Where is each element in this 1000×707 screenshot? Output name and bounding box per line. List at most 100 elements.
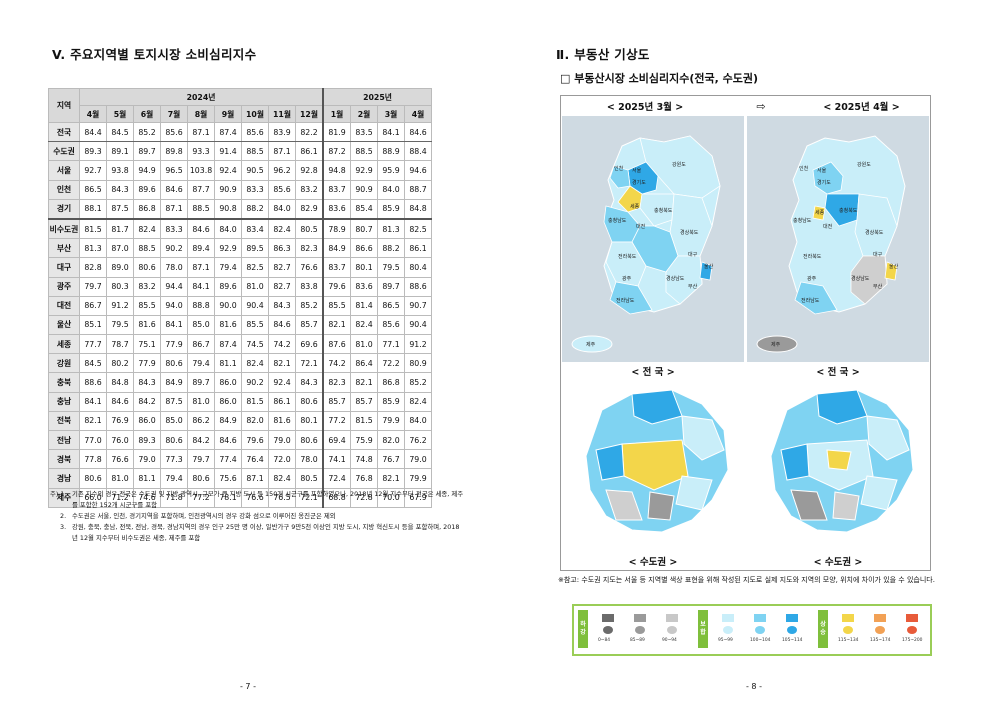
legend-range: 115~134 — [838, 638, 859, 643]
value-cell: 79.0 — [133, 449, 161, 470]
value-cell: 81.5 — [79, 218, 107, 240]
note-text: 기존 지수의 경우 전국은 수도권 및 지방 광역시, 규모가 큰 지방 도시 … — [72, 490, 464, 509]
value-cell: 82.4 — [350, 314, 378, 336]
note-item: 2. 수도권은 서울, 인천, 경기지역을 포함하며, 인천광역시의 경우 강화 … — [50, 511, 465, 522]
region-cell: 경남 — [48, 468, 80, 489]
legend-swatch — [666, 614, 678, 622]
value-cell: 77.4 — [214, 449, 242, 470]
value-cell: 86.7 — [187, 334, 215, 355]
value-cell: 77.1 — [377, 334, 405, 355]
legend-swatch — [842, 614, 854, 622]
svg-text:경상북도: 경상북도 — [865, 229, 884, 236]
value-cell: 82.4 — [268, 468, 296, 489]
value-cell: 85.4 — [350, 198, 378, 220]
region-cell: 세종 — [48, 334, 80, 355]
region-cell: 서울 — [48, 160, 80, 181]
value-cell: 82.0 — [241, 410, 269, 432]
value-cell: 82.1 — [377, 468, 405, 489]
value-cell: 84.2 — [187, 429, 215, 451]
month-header: 4월 — [79, 105, 107, 123]
value-cell: 87.4 — [214, 334, 242, 355]
value-cell: 82.4 — [268, 218, 296, 240]
value-cell: 84.2 — [133, 391, 161, 412]
value-cell: 88.5 — [133, 238, 161, 259]
svg-text:강원도: 강원도 — [857, 161, 871, 168]
consumer-sentiment-table: 지역 2024년 2025년 4월 5월 6월 7월 8월 9월 10월 11월 12월 1월 2월 3월 4… — [48, 88, 432, 508]
value-cell: 89.5 — [241, 238, 269, 259]
value-cell: 86.8 — [377, 372, 405, 393]
value-cell: 84.9 — [214, 410, 242, 432]
legend-weather-icon — [635, 626, 645, 634]
svg-text:경상남도: 경상남도 — [666, 275, 685, 282]
value-cell: 84.3 — [295, 372, 324, 393]
legend-range: 95~99 — [718, 638, 733, 643]
value-cell: 79.4 — [187, 353, 215, 374]
weather-map-box: < 2025년 3월 > ⇨ < 2025년 4월 > 인천 서 — [560, 95, 931, 571]
note-key: 주) 1. — [50, 490, 67, 498]
value-cell: 89.7 — [133, 141, 161, 162]
legend-swatch — [602, 614, 614, 622]
svg-text:세종: 세종 — [815, 209, 825, 216]
svg-text:광주: 광주 — [622, 275, 632, 282]
value-cell: 84.1 — [79, 391, 107, 412]
svg-text:인천: 인천 — [614, 165, 624, 172]
table-row: 전북 82.1 76.9 86.0 85.0 86.2 84.9 82.0 81.6 80.1 77… — [48, 410, 432, 432]
value-cell: 86.5 — [79, 179, 107, 200]
value-cell: 84.6 — [268, 314, 296, 336]
svg-text:대구: 대구 — [688, 251, 698, 258]
value-cell: 92.4 — [268, 372, 296, 393]
value-cell: 87.1 — [160, 198, 188, 220]
value-cell: 81.0 — [106, 468, 134, 489]
value-cell: 84.1 — [187, 276, 215, 297]
legend-range: 85~89 — [630, 638, 645, 643]
svg-text:세종: 세종 — [630, 203, 640, 210]
value-cell: 84.3 — [106, 179, 134, 200]
legend-weather-icon — [723, 626, 733, 634]
value-cell: 67.9 — [404, 487, 432, 508]
value-cell: 82.1 — [322, 314, 351, 336]
value-cell: 84.6 — [160, 179, 188, 200]
value-cell: 87.5 — [106, 198, 134, 220]
value-cell: 85.0 — [160, 410, 188, 432]
value-cell: 85.2 — [404, 372, 432, 393]
svg-text:충청북도: 충청북도 — [839, 207, 858, 214]
value-cell: 83.2 — [133, 276, 161, 297]
svg-text:경기도: 경기도 — [817, 179, 831, 186]
note-key: 3. — [60, 523, 67, 531]
value-cell: 79.7 — [187, 449, 215, 470]
legend-weather-icon — [875, 626, 885, 634]
month-header: 3월 — [377, 105, 405, 123]
value-cell: 86.7 — [79, 295, 107, 316]
value-cell: 83.2 — [295, 179, 324, 200]
table-corner-header: 지역 — [48, 88, 80, 123]
value-cell: 91.4 — [214, 141, 242, 162]
region-cell: 전국 — [48, 121, 80, 143]
value-cell: 81.6 — [133, 314, 161, 336]
region-cell: 비수도권 — [48, 218, 80, 240]
table-row: 대구 82.8 89.0 80.6 78.0 87.1 79.4 82.5 82.7 76.6 83… — [48, 257, 432, 278]
value-cell: 84.9 — [322, 238, 351, 259]
value-cell: 88.2 — [377, 238, 405, 259]
value-cell: 92.7 — [79, 160, 107, 181]
value-cell: 81.5 — [241, 391, 269, 412]
map-header-april: < 2025년 4월 > — [823, 102, 900, 113]
value-cell: 81.3 — [377, 218, 405, 240]
value-cell: 94.0 — [160, 295, 188, 316]
value-cell: 86.0 — [214, 391, 242, 412]
value-cell: 85.9 — [377, 391, 405, 412]
value-cell: 81.6 — [214, 314, 242, 336]
value-cell: 93.3 — [187, 141, 215, 162]
month-header: 10월 — [241, 105, 269, 123]
svg-text:전라북도: 전라북도 — [618, 253, 637, 260]
value-cell: 81.9 — [322, 121, 351, 143]
value-cell: 89.3 — [79, 141, 107, 162]
region-cell: 광주 — [48, 276, 80, 297]
legend-weather-icon — [843, 626, 853, 634]
value-cell: 87.7 — [187, 179, 215, 200]
value-cell: 96.2 — [268, 160, 296, 181]
value-cell: 82.1 — [350, 372, 378, 393]
value-cell: 86.2 — [187, 410, 215, 432]
value-cell: 90.8 — [214, 198, 242, 220]
month-header: 11월 — [268, 105, 296, 123]
value-cell: 84.9 — [160, 372, 188, 393]
